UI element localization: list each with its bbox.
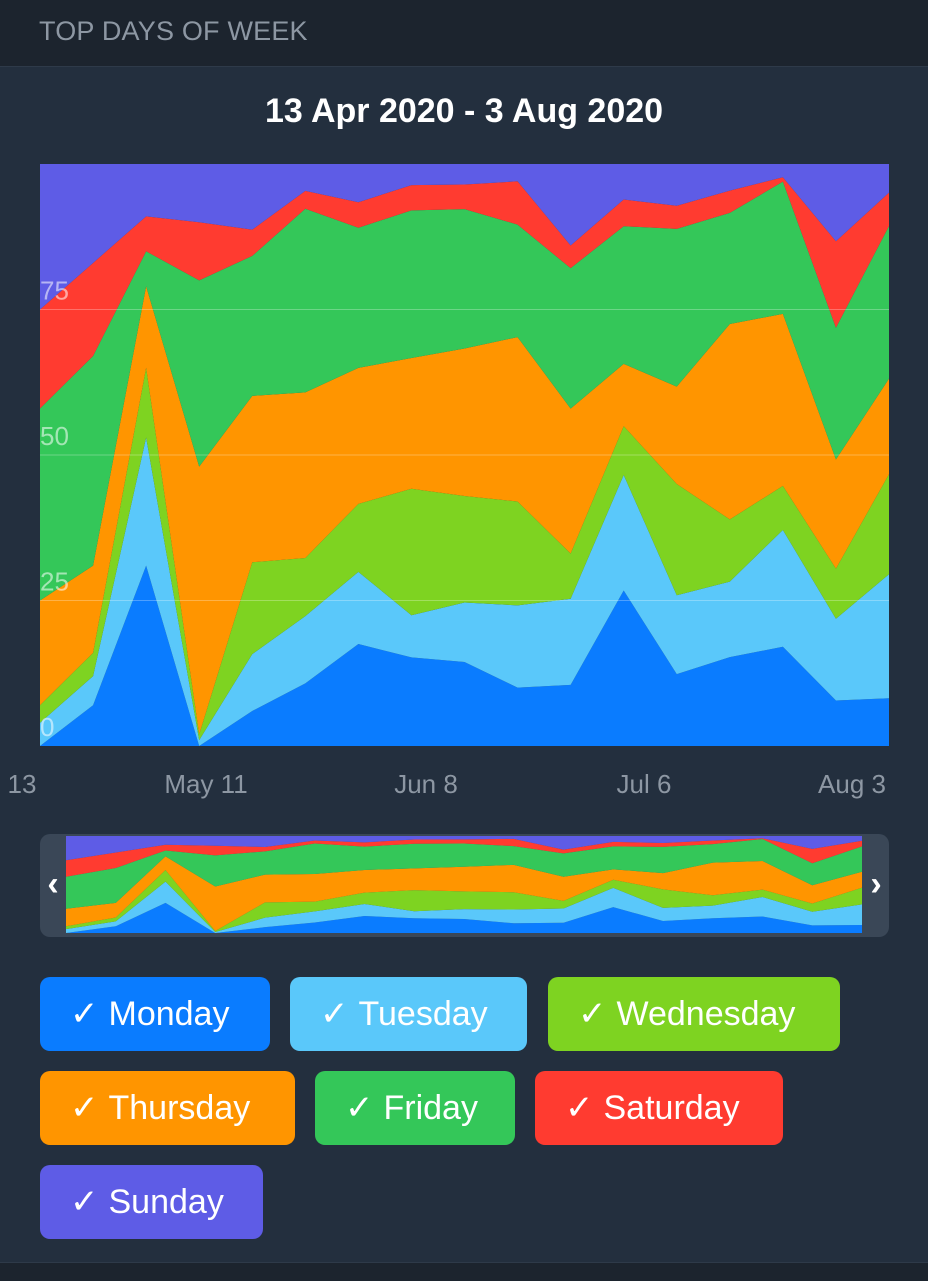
checkmark-icon: ✓ — [565, 1089, 594, 1127]
legend-toggle-friday[interactable]: ✓ Friday — [315, 1071, 515, 1145]
overview-area-monday — [66, 902, 862, 933]
legend-label: Thursday — [108, 1089, 251, 1127]
area-thursday — [40, 286, 889, 735]
chevron-left-icon[interactable]: ‹ — [47, 865, 58, 903]
checkmark-icon: ✓ — [578, 995, 607, 1033]
area-saturday — [40, 177, 889, 409]
x-tick-label: 13 — [8, 769, 37, 799]
legend-toggle-saturday[interactable]: ✓ Saturday — [535, 1071, 783, 1145]
checkmark-icon: ✓ — [70, 1183, 99, 1221]
legend-label: Friday — [383, 1089, 478, 1127]
section-header: TOP DAYS OF WEEK — [0, 0, 928, 67]
legend-toggle-tuesday[interactable]: ✓ Tuesday — [290, 977, 527, 1051]
x-tick-label: Jul 6 — [617, 769, 672, 799]
checkmark-icon: ✓ — [70, 1089, 99, 1127]
checkmark-icon: ✓ — [345, 1089, 374, 1127]
legend-label: Monday — [108, 995, 230, 1033]
area-wednesday — [40, 367, 889, 741]
x-tick-label: May 11 — [164, 769, 247, 799]
legend-toggle-thursday[interactable]: ✓ Thursday — [40, 1071, 295, 1145]
stacked-area-chart[interactable]: 0 25 50 75 13 May 11 Jun 8 Jul 6 Aug 3 — [0, 150, 928, 810]
checkmark-icon: ✓ — [320, 995, 349, 1033]
area-monday — [40, 565, 889, 746]
overview-area-saturday — [66, 838, 862, 877]
legend-toggle-sunday[interactable]: ✓ Sunday — [40, 1165, 263, 1239]
area-tuesday — [40, 437, 889, 746]
area-sunday — [40, 164, 889, 310]
legend-toggle-wednesday[interactable]: ✓ Wednesday — [548, 977, 840, 1051]
overview-area-tuesday — [66, 881, 862, 933]
checkmark-icon: ✓ — [70, 995, 99, 1033]
section-title: TOP DAYS OF WEEK — [39, 16, 308, 46]
y-tick-label: 50 — [40, 421, 69, 451]
legend-toggle-monday[interactable]: ✓ Monday — [40, 977, 270, 1051]
bottom-divider — [0, 1262, 928, 1281]
area-friday — [40, 181, 889, 601]
date-range-title: 13 Apr 2020 - 3 Aug 2020 — [264, 92, 664, 130]
y-tick-label: 25 — [40, 567, 69, 597]
chevron-right-icon[interactable]: › — [870, 865, 881, 903]
y-tick-label: 0 — [40, 712, 54, 742]
range-selector[interactable]: ‹ › — [0, 830, 928, 942]
legend-label: Wednesday — [616, 995, 796, 1033]
legend-label: Sunday — [108, 1183, 224, 1221]
overview-area-friday — [66, 838, 862, 909]
legend-label: Saturday — [603, 1089, 740, 1127]
x-tick-label: Aug 3 — [818, 769, 886, 799]
y-tick-label: 75 — [40, 276, 69, 306]
x-tick-label: Jun 8 — [394, 769, 458, 799]
legend-label: Tuesday — [358, 995, 488, 1033]
overview-area-sunday — [66, 836, 862, 861]
overview-area-wednesday — [66, 869, 862, 933]
overview-area-thursday — [66, 856, 862, 932]
